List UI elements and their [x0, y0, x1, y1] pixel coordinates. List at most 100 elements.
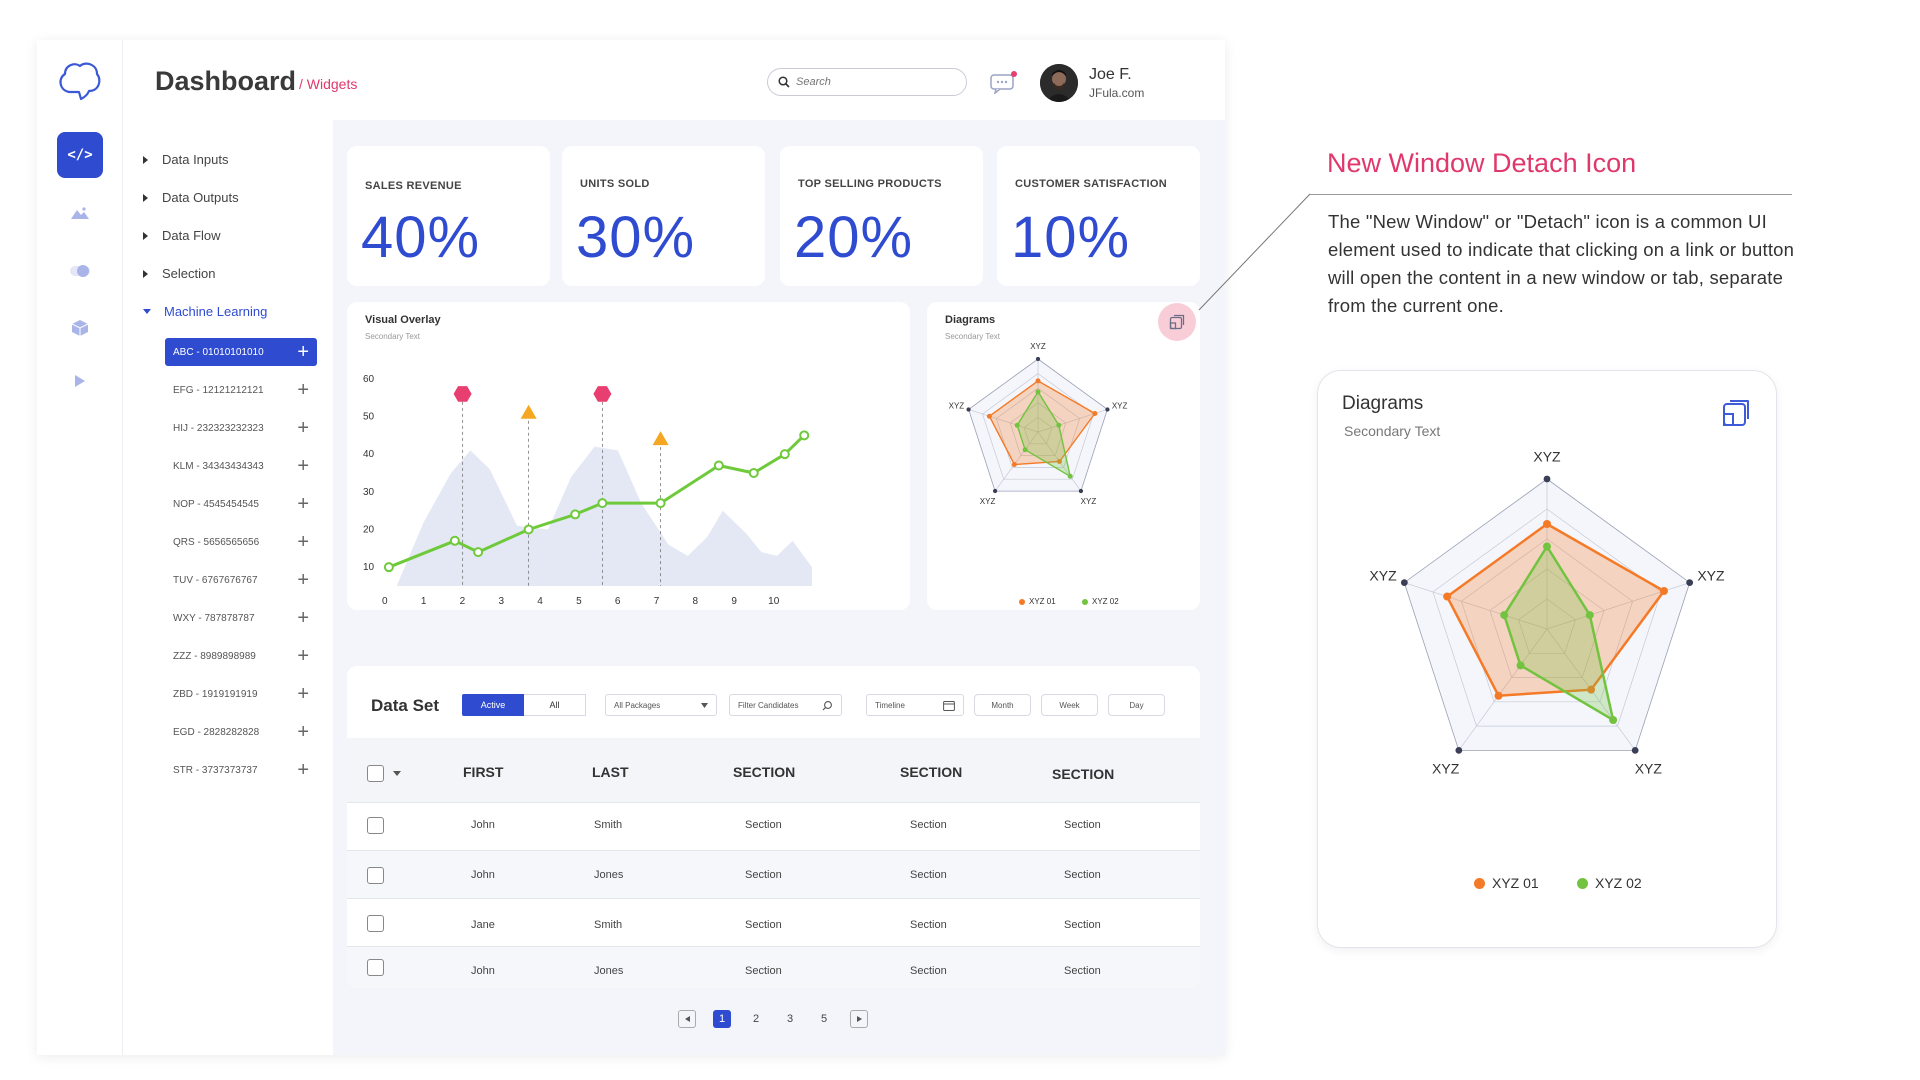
- page-button[interactable]: 2: [752, 1013, 760, 1025]
- column-header[interactable]: FIRST: [463, 764, 504, 780]
- radar-series-point: [1543, 542, 1551, 551]
- toggle-icon[interactable]: [57, 248, 103, 294]
- sidebar-item-data-flow[interactable]: Data Flow: [143, 228, 221, 243]
- radar-spoke: [1404, 582, 1548, 630]
- code-icon[interactable]: </>: [57, 132, 103, 178]
- sub-item[interactable]: HIJ - 232323232323 +: [165, 414, 317, 442]
- avatar[interactable]: [1040, 64, 1078, 102]
- kpi-label: TOP SELLING PRODUCTS: [798, 178, 942, 190]
- timeline-picker[interactable]: Timeline: [866, 694, 964, 716]
- series-point: [473, 547, 484, 558]
- radar-axis-label: XYZ: [1635, 760, 1663, 776]
- page-button[interactable]: 3: [786, 1013, 794, 1025]
- sub-item[interactable]: ABC - 01010101010 +: [165, 338, 317, 366]
- annotation-title: New Window Detach Icon: [1327, 148, 1637, 178]
- legend-item: XYZ 02: [1577, 875, 1642, 891]
- page-button[interactable]: 1: [713, 1010, 731, 1028]
- radar-series-point: [1543, 520, 1551, 528]
- row-checkbox[interactable]: [367, 915, 384, 932]
- line-chart: 10 20 30 40 50 60 0 1 2 3 4 5 6 7 8 9 10: [363, 374, 812, 607]
- legend-label: XYZ 02: [1092, 597, 1119, 606]
- next-page-button[interactable]: [850, 1010, 868, 1028]
- x-tick-label: 2: [460, 596, 466, 607]
- plus-icon[interactable]: +: [297, 607, 309, 629]
- column-header[interactable]: SECTION: [1052, 766, 1115, 782]
- row-checkbox[interactable]: [367, 817, 384, 834]
- brain-logo-icon[interactable]: [55, 58, 103, 107]
- sidebar-item-data-inputs[interactable]: Data Inputs: [143, 152, 229, 167]
- chevron-down-icon[interactable]: [393, 771, 401, 776]
- table-row[interactable]: Jane Smith Section Section Section: [347, 898, 1200, 946]
- filter-all-button[interactable]: All: [524, 694, 586, 716]
- filter-active-button[interactable]: Active: [462, 694, 524, 716]
- chat-notification-icon[interactable]: [989, 70, 1019, 99]
- plus-icon[interactable]: +: [297, 341, 309, 363]
- breadcrumb[interactable]: / Widgets: [299, 76, 358, 92]
- card-subtitle: Secondary Text: [945, 332, 1000, 341]
- top-bar: Dashboard / Widgets Joe F. JFula.com: [123, 40, 1225, 120]
- detach-window-icon[interactable]: [1722, 399, 1750, 432]
- play-icon[interactable]: [57, 358, 103, 404]
- table-row[interactable]: John Smith Section Section Section: [347, 802, 1200, 850]
- sub-item[interactable]: NOP - 4545454545 +: [165, 490, 317, 518]
- plus-icon[interactable]: +: [297, 493, 309, 515]
- mountain-icon[interactable]: [57, 190, 103, 236]
- plus-icon[interactable]: +: [297, 645, 309, 667]
- sidebar-item-machine-learning[interactable]: Machine Learning: [143, 304, 267, 319]
- packages-select[interactable]: All Packages: [605, 694, 717, 716]
- sub-item-label: ABC - 01010101010: [173, 346, 264, 358]
- row-checkbox[interactable]: [367, 867, 384, 884]
- user-name: Joe F.: [1089, 66, 1132, 83]
- select-all-checkbox[interactable]: [367, 765, 384, 782]
- radar-chart: XYZ XYZ XYZ XYZ XYZ: [949, 342, 1128, 506]
- month-button[interactable]: Month: [974, 694, 1031, 716]
- sub-item[interactable]: EFG - 12121212121 +: [165, 376, 317, 404]
- column-header[interactable]: SECTION: [900, 764, 963, 780]
- cell-first: John: [471, 869, 495, 881]
- column-header[interactable]: SECTION: [733, 764, 796, 780]
- plus-icon[interactable]: +: [297, 417, 309, 439]
- radar-series-point: [1067, 473, 1073, 479]
- week-button[interactable]: Week: [1041, 694, 1098, 716]
- search-box[interactable]: [767, 68, 967, 96]
- plus-icon[interactable]: +: [297, 759, 309, 781]
- caret-right-icon: [143, 231, 148, 240]
- sub-item[interactable]: STR - 3737373737 +: [165, 756, 317, 784]
- column-header[interactable]: LAST: [592, 764, 629, 780]
- detach-window-button[interactable]: [1158, 303, 1196, 341]
- kpi-card: TOP SELLING PRODUCTS 20%: [780, 146, 983, 286]
- y-tick-label: 30: [363, 487, 375, 498]
- radar-grid-ring: [1023, 416, 1053, 445]
- plus-icon[interactable]: +: [297, 721, 309, 743]
- plus-icon[interactable]: +: [297, 531, 309, 553]
- page-button[interactable]: 5: [820, 1013, 828, 1025]
- search-input[interactable]: [796, 76, 946, 88]
- triangle-marker: [520, 404, 537, 419]
- sub-item[interactable]: QRS - 5656565656 +: [165, 528, 317, 556]
- day-button[interactable]: Day: [1108, 694, 1165, 716]
- sidebar-item-data-outputs[interactable]: Data Outputs: [143, 190, 239, 205]
- kpi-label: CUSTOMER SATISFACTION: [1015, 178, 1167, 190]
- sub-item[interactable]: EGD - 2828282828 +: [165, 718, 317, 746]
- plus-icon[interactable]: +: [297, 455, 309, 477]
- row-checkbox[interactable]: [367, 959, 384, 976]
- filter-candidates-input[interactable]: Filter Candidates: [729, 694, 842, 716]
- plus-icon[interactable]: +: [297, 683, 309, 705]
- sub-item[interactable]: ZBD - 1919191919 +: [165, 680, 317, 708]
- legend-swatch: [1577, 877, 1588, 889]
- plus-icon[interactable]: +: [297, 379, 309, 401]
- timeline-label: Timeline: [875, 700, 905, 710]
- table-row[interactable]: John Jones Section Section Section: [347, 946, 1200, 988]
- sub-item[interactable]: ZZZ - 8989898989 +: [165, 642, 317, 670]
- cube-icon[interactable]: [57, 305, 103, 351]
- background-area: [396, 446, 812, 586]
- caret-right-icon: [143, 193, 148, 202]
- prev-page-button[interactable]: [678, 1010, 696, 1028]
- sub-item[interactable]: KLM - 34343434343 +: [165, 452, 317, 480]
- table-row[interactable]: John Jones Section Section Section: [347, 850, 1200, 898]
- plus-icon[interactable]: +: [297, 569, 309, 591]
- sub-item[interactable]: TUV - 6767676767 +: [165, 566, 317, 594]
- sub-item[interactable]: WXY - 787878787 +: [165, 604, 317, 632]
- sidebar-item-selection[interactable]: Selection: [143, 266, 215, 281]
- radar-vertex: [1035, 356, 1041, 362]
